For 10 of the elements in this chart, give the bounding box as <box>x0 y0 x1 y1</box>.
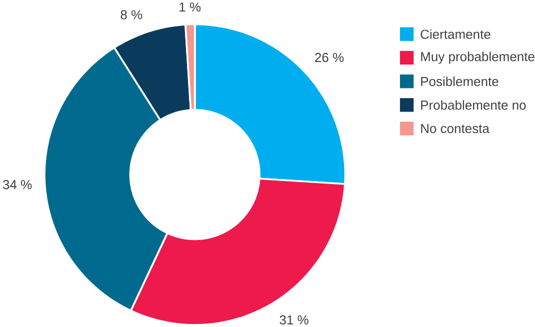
data-label: 26 % <box>315 52 344 62</box>
legend-label: Probablemente no <box>421 100 526 110</box>
data-label: 1 % <box>180 2 201 12</box>
legend-label: Ciertamente <box>420 29 490 39</box>
legend-label: Muy probablemente <box>421 52 534 64</box>
legend-label: Posiblemente <box>421 76 498 86</box>
legend-label: No contesta <box>421 124 490 134</box>
data-label: 8 % <box>120 10 142 20</box>
data-label: 31 % <box>280 315 308 325</box>
data-label: 34 % <box>2 180 32 190</box>
